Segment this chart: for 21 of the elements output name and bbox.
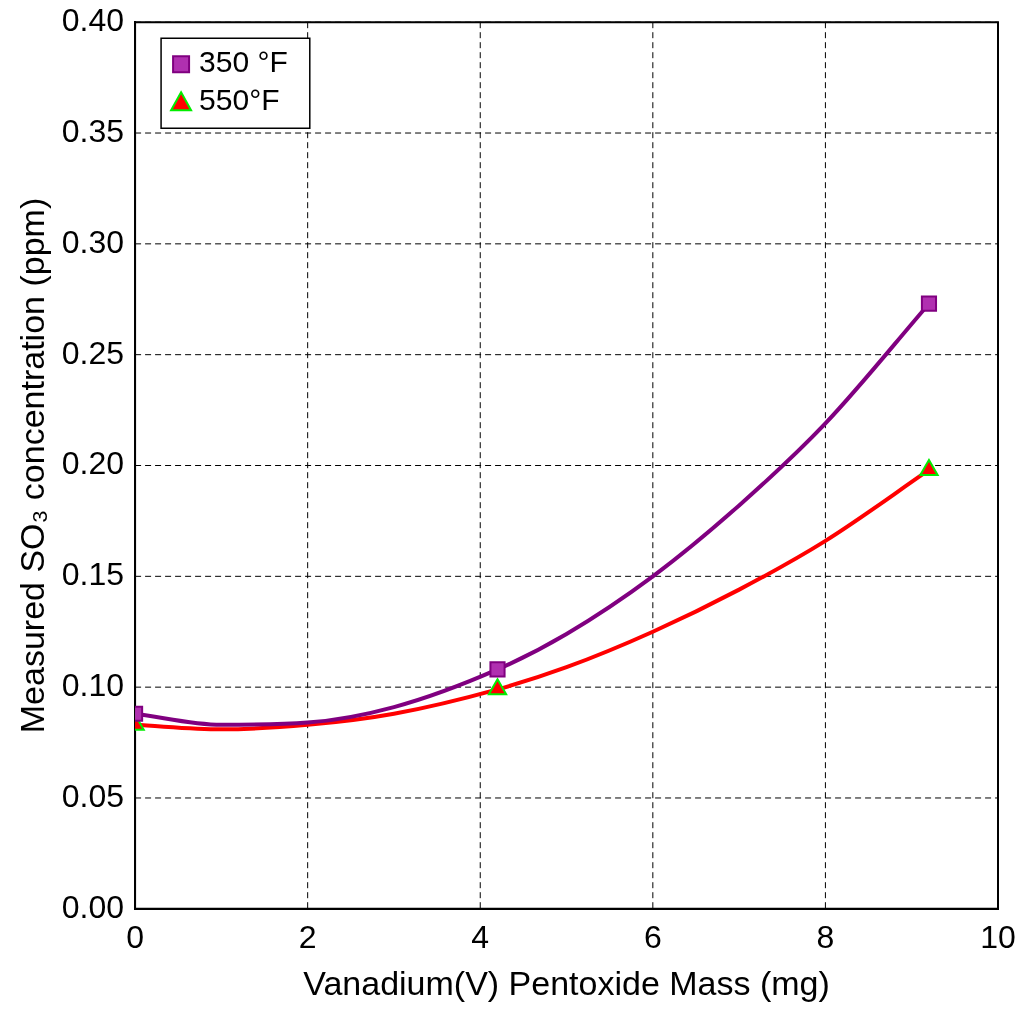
point xyxy=(919,458,939,476)
y-tick-label: 0.10 xyxy=(61,666,125,703)
y-axis-title: Measured SO₃ concentration (ppm) xyxy=(12,197,51,734)
y-tick-label: 0.40 xyxy=(61,2,125,39)
x-tick-label: 6 xyxy=(643,918,662,955)
y-tick-label: 0.30 xyxy=(61,223,125,260)
legend-label: 550°F xyxy=(199,83,280,117)
y-tick-label: 0.25 xyxy=(61,334,125,371)
x-tick-label: 0 xyxy=(126,918,144,955)
x-axis-title: Vanadium(V) Pentoxide Mass (mg) xyxy=(303,963,830,1002)
y-tick-label: 0.15 xyxy=(61,556,125,593)
x-tick-label: 8 xyxy=(816,918,835,955)
y-tick-label: 0.05 xyxy=(61,777,125,814)
y-tick-label: 0.35 xyxy=(61,112,125,149)
x-tick-label: 2 xyxy=(298,918,317,955)
y-tick-label: 0.00 xyxy=(61,888,125,925)
x-tick-label: 10 xyxy=(980,918,1016,955)
y-tick-label: 0.20 xyxy=(61,445,125,482)
legend-label: 350 °F xyxy=(199,45,288,79)
point xyxy=(920,295,938,312)
x-tick-label: 4 xyxy=(471,918,490,955)
